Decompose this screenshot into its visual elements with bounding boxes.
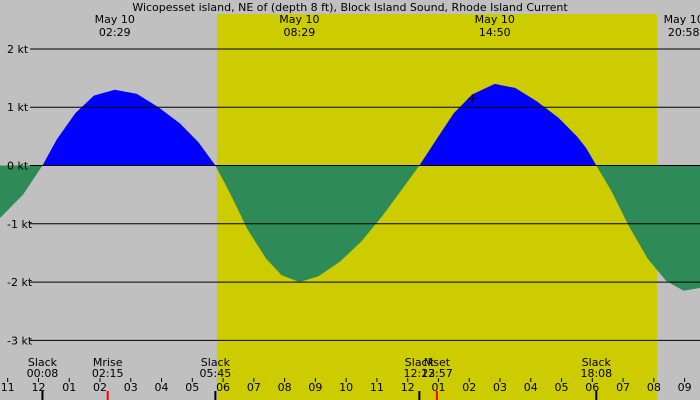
y-tick-label: 2 kt (7, 43, 29, 56)
hour-label-15: 02 (462, 381, 476, 394)
event-time-3: 12:23 (404, 367, 436, 380)
peak-date-1: May 10 (279, 13, 319, 26)
peak-time-2: 14:50 (479, 26, 511, 39)
hour-label-19: 06 (585, 381, 599, 394)
peak-time-3: 20:58 (668, 26, 700, 39)
hour-label-13: 12 (401, 381, 415, 394)
hour-label-18: 05 (555, 381, 569, 394)
hour-label-20: 07 (616, 381, 630, 394)
hour-label-0: 11 (1, 381, 15, 394)
event-time-2: 05:45 (200, 367, 232, 380)
hour-label-6: 05 (185, 381, 199, 394)
ebb-area-0 (0, 165, 43, 218)
event-time-1: 02:15 (92, 367, 124, 380)
hour-label-2: 01 (62, 381, 76, 394)
hour-label-22: 09 (678, 381, 692, 394)
event-time-4: 12:57 (421, 367, 453, 380)
hour-label-16: 03 (493, 381, 507, 394)
hour-label-5: 04 (155, 381, 169, 394)
peak-time-0: 02:29 (99, 26, 131, 39)
y-tick-label: -3 kt (7, 334, 33, 347)
event-type-0: Slack (28, 356, 58, 369)
y-tick-label: -1 kt (7, 218, 33, 231)
peak-date-0: May 10 (95, 13, 135, 26)
flood-area-3 (419, 83, 597, 166)
flood-area-1 (42, 89, 216, 166)
event-time-0: 00:08 (27, 367, 59, 380)
hour-axis: 11 12 01 02 03 04 05 06 07 08 09 10 11 12 01 02 03 04 05 06… (1, 378, 692, 394)
hour-label-8: 07 (247, 381, 261, 394)
hour-label-4: 03 (124, 381, 138, 394)
peak-date-3: May 10 (664, 13, 700, 26)
hour-label-1: 12 (31, 381, 45, 394)
hour-label-3: 02 (93, 381, 107, 394)
hour-label-14: 01 (431, 381, 445, 394)
event-type-2: Slack (201, 356, 231, 369)
hour-label-11: 10 (339, 381, 353, 394)
event-type-1: Mrise (93, 356, 123, 369)
hour-label-10: 09 (308, 381, 322, 394)
event-time-5: 18:08 (580, 367, 612, 380)
y-tick-label: -2 kt (7, 276, 33, 289)
peak-date-2: May 10 (475, 13, 515, 26)
hour-label-7: 06 (216, 381, 230, 394)
hour-label-9: 08 (278, 381, 292, 394)
event-type-5: Slack (582, 356, 612, 369)
hour-label-21: 08 (647, 381, 661, 394)
now-marker (468, 94, 477, 103)
ebb-area-4 (596, 165, 700, 291)
event-type-3: Slack (405, 356, 435, 369)
hour-label-17: 04 (524, 381, 538, 394)
chart-title: Wicopesset island, NE of (depth 8 ft), B… (132, 1, 568, 14)
peak-time-1: 08:29 (284, 26, 316, 39)
event-labels: Slack00:08Mrise02:15Slack05:45Slack12:23… (27, 356, 612, 400)
y-tick-label: 1 kt (7, 101, 29, 114)
current-time-marker (468, 94, 477, 103)
y-tick-label: 0 kt (7, 160, 29, 173)
event-type-4: Mset (424, 356, 451, 369)
y-gridlines: 2 kt 1 kt 0 kt -1 kt -2 kt -3 kt (7, 43, 700, 347)
hour-label-12: 11 (370, 381, 384, 394)
